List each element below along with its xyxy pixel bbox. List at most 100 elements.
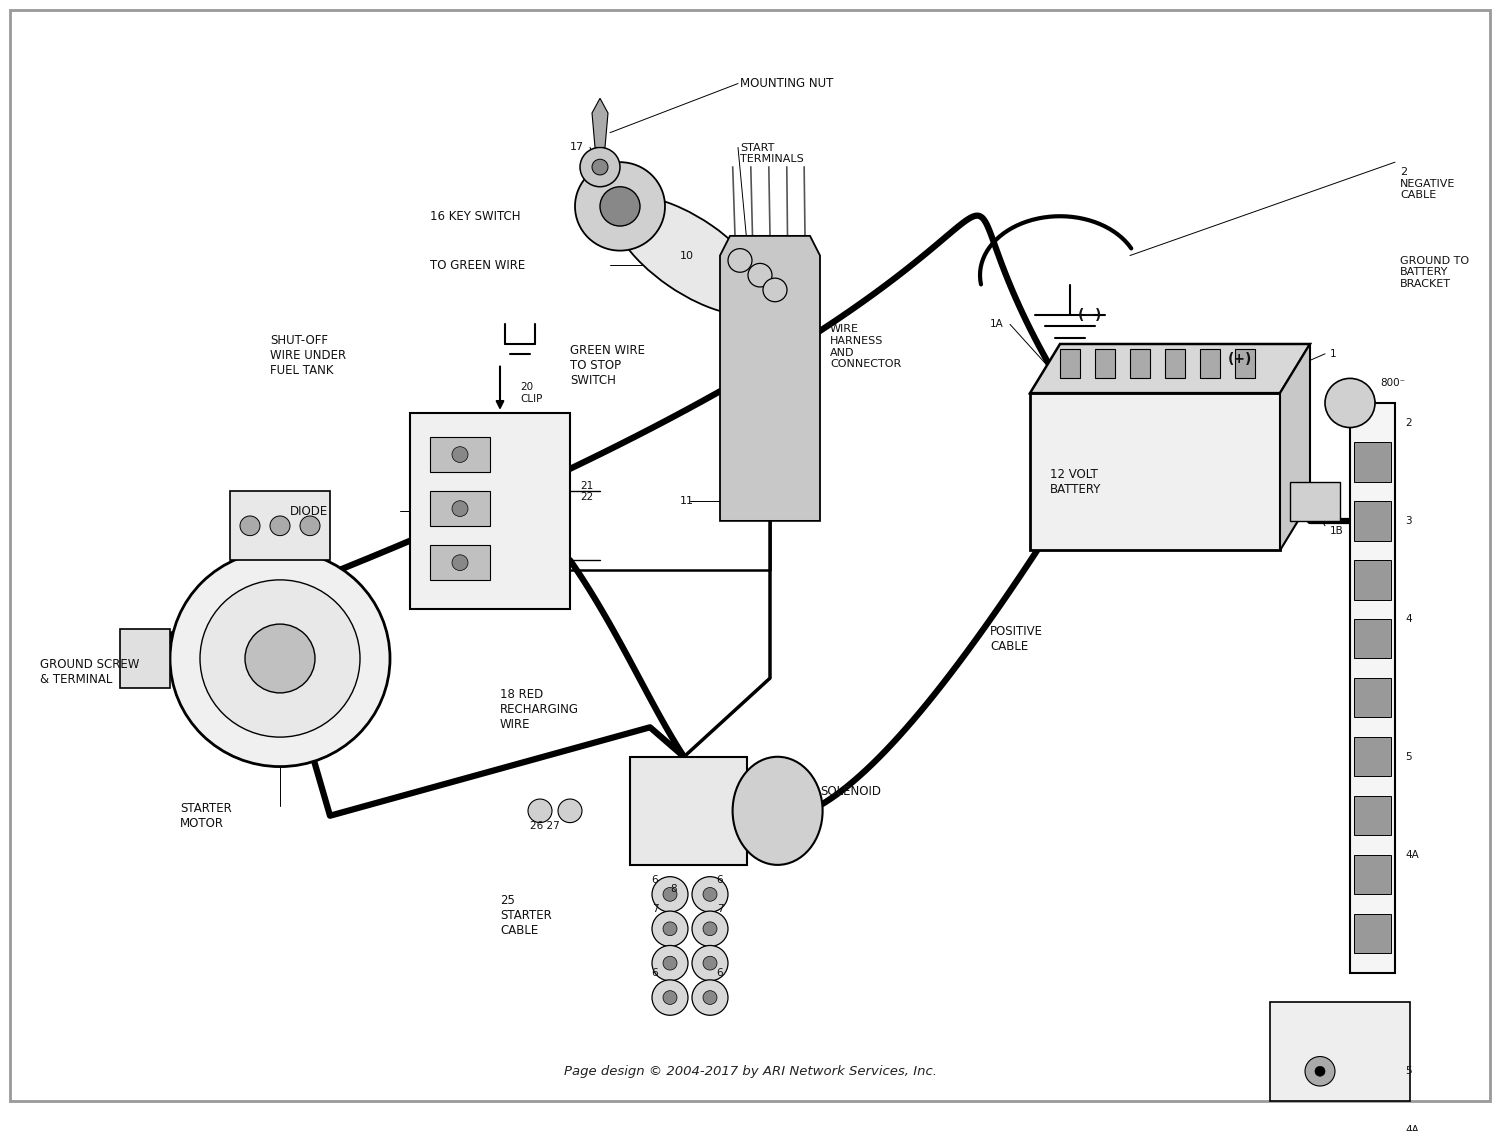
Circle shape: [300, 516, 320, 536]
Text: (+): (+): [1228, 352, 1252, 365]
Text: SOLENOID: SOLENOID: [821, 785, 880, 797]
Circle shape: [692, 946, 728, 981]
Text: 21
22: 21 22: [580, 481, 592, 502]
Text: 12 VOLT
BATTERY: 12 VOLT BATTERY: [1050, 467, 1101, 495]
Text: DIODE: DIODE: [290, 504, 328, 518]
Circle shape: [1316, 1067, 1324, 1077]
Circle shape: [663, 922, 676, 935]
Text: TO GREEN WIRE: TO GREEN WIRE: [430, 259, 525, 271]
Bar: [630, 757, 747, 865]
Text: 4A: 4A: [1406, 851, 1419, 860]
Text: 5: 5: [1406, 1067, 1411, 1077]
Text: 16 KEY SWITCH: 16 KEY SWITCH: [430, 209, 520, 223]
Polygon shape: [1280, 344, 1310, 551]
Bar: [1060, 348, 1080, 379]
Bar: [1354, 679, 1390, 717]
Text: 7: 7: [717, 904, 723, 914]
Polygon shape: [592, 98, 608, 147]
Text: Page design © 2004-2017 by ARI Network Services, Inc.: Page design © 2004-2017 by ARI Network S…: [564, 1064, 936, 1078]
Circle shape: [692, 877, 728, 912]
Ellipse shape: [614, 197, 766, 314]
Text: GREEN WIRE
TO STOP
SWITCH: GREEN WIRE TO STOP SWITCH: [570, 344, 645, 387]
Circle shape: [704, 888, 717, 901]
Bar: [1354, 796, 1390, 836]
Text: 17: 17: [570, 143, 584, 153]
Bar: [1354, 501, 1390, 541]
Text: START
TERMINALS: START TERMINALS: [740, 143, 804, 164]
Text: 25
STARTER
CABLE: 25 STARTER CABLE: [500, 895, 552, 938]
Circle shape: [704, 957, 717, 970]
Circle shape: [764, 278, 788, 302]
Text: 11: 11: [680, 497, 694, 507]
Circle shape: [580, 147, 620, 187]
Bar: [230, 491, 330, 560]
Text: WIRE
HARNESS
AND
CONNECTOR: WIRE HARNESS AND CONNECTOR: [830, 325, 902, 369]
Circle shape: [652, 979, 688, 1016]
Bar: [1095, 348, 1114, 379]
Text: 5: 5: [1406, 752, 1411, 762]
Text: 6: 6: [717, 874, 723, 884]
Circle shape: [663, 888, 676, 901]
Polygon shape: [720, 236, 821, 521]
Circle shape: [728, 249, 752, 273]
Bar: [430, 491, 490, 526]
Bar: [1270, 1002, 1410, 1100]
Circle shape: [452, 447, 468, 463]
Text: 7: 7: [651, 904, 658, 914]
Circle shape: [663, 957, 676, 970]
Bar: [1354, 914, 1390, 953]
Bar: [1354, 855, 1390, 895]
Text: MOUNTING NUT: MOUNTING NUT: [740, 77, 834, 90]
Text: 6: 6: [717, 968, 723, 978]
Circle shape: [692, 979, 728, 1016]
Circle shape: [704, 991, 717, 1004]
Circle shape: [200, 580, 360, 737]
Text: (−): (−): [1078, 308, 1102, 321]
Circle shape: [270, 516, 290, 536]
Circle shape: [452, 501, 468, 517]
Circle shape: [1305, 1056, 1335, 1086]
Bar: [1166, 348, 1185, 379]
Bar: [430, 545, 490, 580]
Polygon shape: [1030, 344, 1310, 394]
Circle shape: [748, 264, 772, 287]
Text: 3: 3: [1406, 516, 1411, 526]
Text: 26 27: 26 27: [530, 821, 560, 830]
Circle shape: [558, 798, 582, 822]
Circle shape: [652, 946, 688, 981]
Text: 4A: 4A: [1406, 1125, 1419, 1131]
Text: 18 RED
RECHARGING
WIRE: 18 RED RECHARGING WIRE: [500, 688, 579, 731]
Bar: [1354, 442, 1390, 482]
Circle shape: [600, 187, 640, 226]
Circle shape: [692, 912, 728, 947]
Text: 800⁻: 800⁻: [1380, 378, 1406, 388]
Circle shape: [452, 555, 468, 570]
Circle shape: [652, 877, 688, 912]
Circle shape: [240, 516, 260, 536]
Bar: [1130, 348, 1150, 379]
Text: SHUT-OFF
WIRE UNDER
FUEL TANK: SHUT-OFF WIRE UNDER FUEL TANK: [270, 334, 346, 377]
Text: 8: 8: [670, 884, 678, 895]
Bar: [430, 438, 490, 472]
Text: 1A: 1A: [990, 319, 1004, 329]
Circle shape: [244, 624, 315, 693]
Text: 4: 4: [1406, 614, 1411, 624]
Bar: [410, 413, 570, 610]
Text: STARTER
MOTOR: STARTER MOTOR: [180, 802, 231, 830]
Circle shape: [704, 922, 717, 935]
Text: 6: 6: [651, 874, 658, 884]
Text: 2
NEGATIVE
CABLE: 2 NEGATIVE CABLE: [1400, 167, 1455, 200]
Bar: [120, 629, 170, 688]
Text: 10: 10: [680, 251, 694, 260]
Bar: [1290, 482, 1340, 521]
Circle shape: [1324, 379, 1376, 428]
Circle shape: [528, 798, 552, 822]
Circle shape: [574, 162, 664, 251]
Bar: [1200, 348, 1219, 379]
Bar: [1354, 737, 1390, 776]
Circle shape: [663, 991, 676, 1004]
Ellipse shape: [732, 757, 822, 865]
Text: 20
CLIP: 20 CLIP: [520, 382, 543, 404]
Circle shape: [592, 159, 608, 175]
Bar: [1350, 403, 1395, 973]
